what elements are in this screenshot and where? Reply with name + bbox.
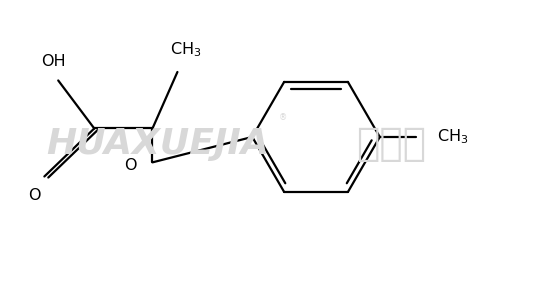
Text: HUAXUEJIA: HUAXUEJIA (46, 127, 269, 161)
Text: OH: OH (41, 54, 66, 69)
Text: O: O (124, 158, 137, 173)
Text: CH$_3$: CH$_3$ (437, 128, 468, 146)
Text: O: O (28, 188, 41, 203)
Text: ®: ® (279, 113, 287, 122)
Text: CH$_3$: CH$_3$ (170, 41, 202, 59)
Text: 化学加: 化学加 (356, 125, 426, 163)
